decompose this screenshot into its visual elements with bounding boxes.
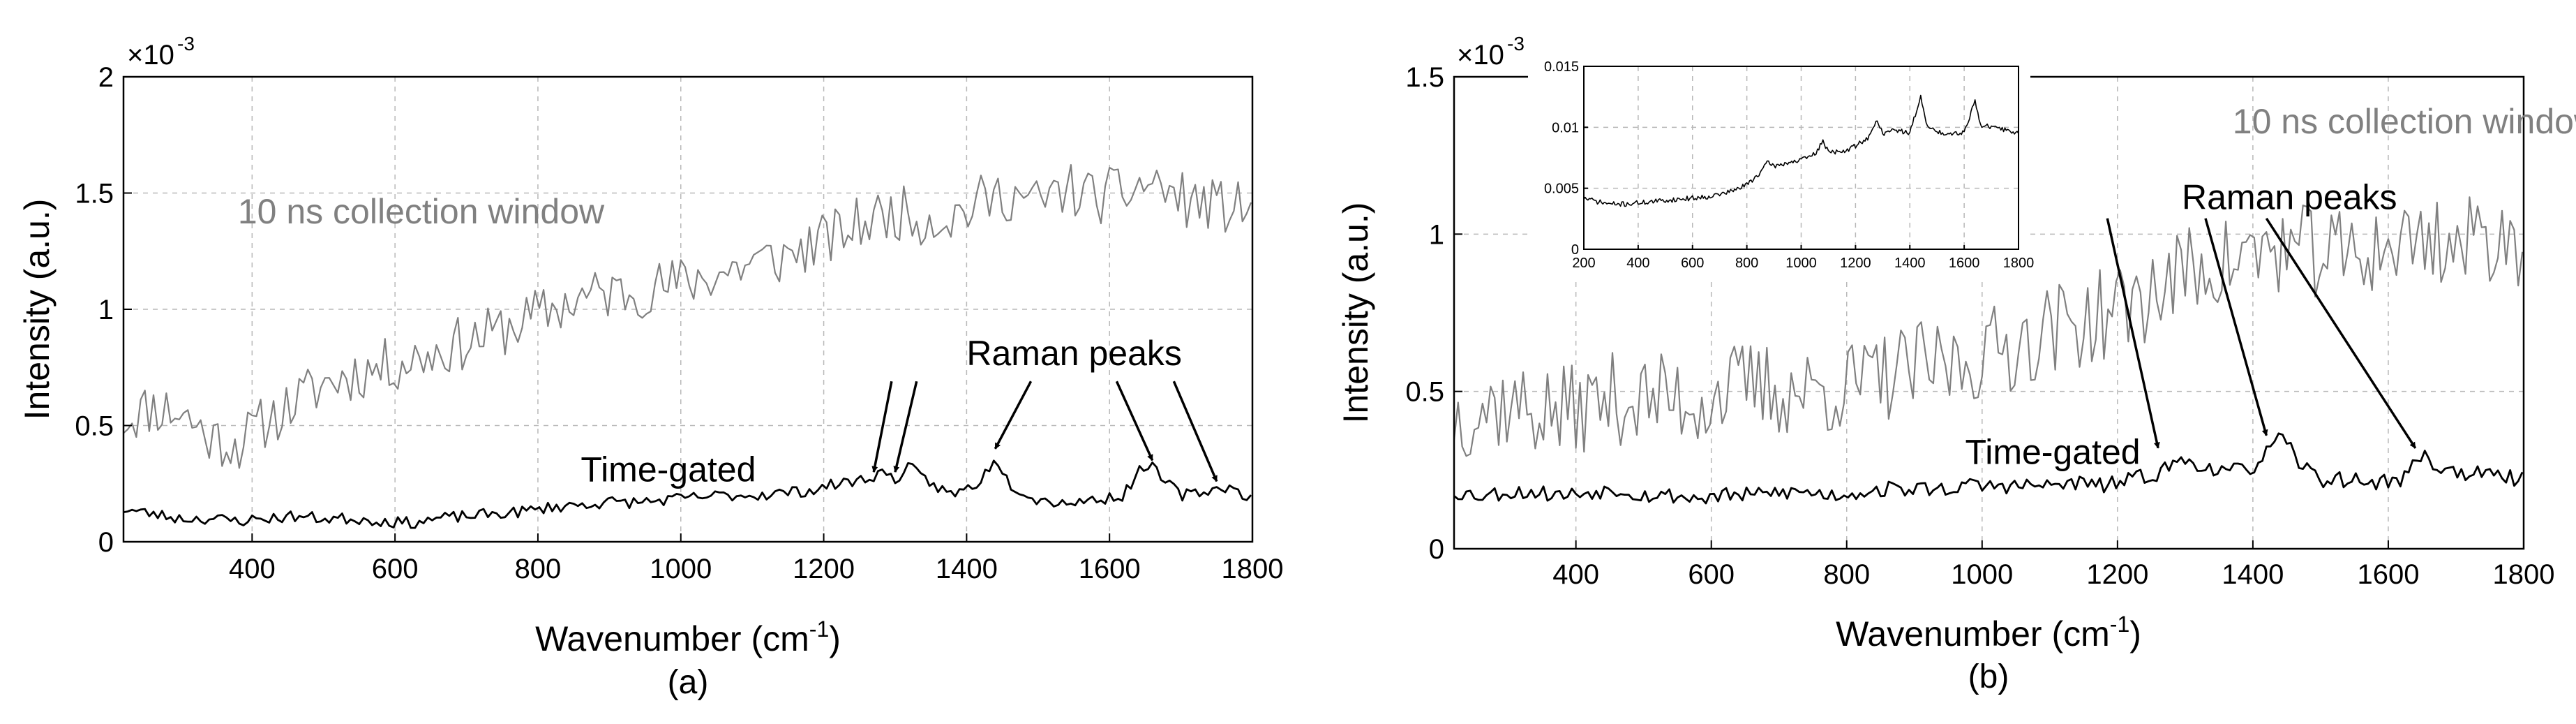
panel-a-xtick-label: 800	[515, 554, 562, 584]
panel-a-peak-arrow	[1172, 381, 1218, 482]
panel-b-xtick-label: 1400	[2222, 559, 2284, 590]
inset-xtick-label: 200	[1572, 256, 1595, 271]
panel-b-xlabel-close: )	[2129, 614, 2141, 653]
panel-a-ytick-label: 0	[98, 527, 114, 558]
panel-a-ytick-label: 2	[98, 62, 114, 93]
inset-ytick-label: 0.01	[1552, 120, 1579, 135]
panel-b-xtick-label: 1600	[2357, 559, 2419, 590]
panel-a-xtick-label: 1000	[650, 554, 712, 584]
panel-a-annotation-label: Raman peaks	[966, 334, 1182, 373]
panel-a-ticks: 400 600 800 1000 1200 1400 1600 1800 0 0.5 1 1.5 2	[75, 62, 1283, 584]
panel-b-xtick-label: 800	[1823, 559, 1870, 590]
panel-b-peak-arrow	[2204, 218, 2268, 436]
panel-a-y-multiplier-base: ×10	[127, 40, 174, 71]
inset-xtick-label: 600	[1681, 256, 1704, 271]
inset-background	[1528, 59, 2030, 281]
inset-series-primary-line	[1583, 94, 2019, 207]
panel-b-ytick-label: 0	[1429, 534, 1444, 565]
inset-ytick-label: 0	[1571, 242, 1579, 258]
panel-a-ytick-label: 1.5	[75, 179, 114, 209]
panel-b-xtick-label: 1000	[1951, 559, 2013, 590]
panel-b-ylabel: Intensity (a.u.)	[1336, 202, 1375, 424]
panel-a-ytick-label: 0.5	[75, 411, 114, 442]
panel-b-annotation-label: 10 ns collection window	[2233, 102, 2576, 141]
panel-a-grid	[123, 77, 1252, 542]
panel-a-ylabel: Intensity (a.u.)	[17, 199, 57, 420]
panel-a-xtick-label: 1800	[1222, 554, 1284, 584]
inset-xtick-label: 800	[1735, 256, 1758, 271]
inset-xtick-label: 1200	[1840, 256, 1871, 271]
panel-a-xtick-label: 1200	[793, 554, 855, 584]
inset-ytick-label: 0.015	[1544, 59, 1579, 75]
panel-a-xtick-label: 400	[229, 554, 276, 584]
panel-a-peak-arrow	[1115, 381, 1154, 461]
panel-b-xtick-label: 600	[1688, 559, 1735, 590]
panel-a-series	[123, 164, 1252, 529]
panel-a-xtick-label: 600	[372, 554, 419, 584]
panel-b-xlabel-sup: -1	[2110, 612, 2129, 637]
panel-a-y-multiplier: ×10 -3	[127, 33, 195, 71]
panel-a-xlabel-main: Wavenumber (cm	[535, 619, 809, 658]
inset-grid	[1584, 66, 2019, 249]
panel-b-annotations: 10 ns collection window Raman peaks Time-g…	[1965, 102, 2576, 471]
panel-a-peak-arrow	[871, 381, 893, 473]
panel-b-y-multiplier-base: ×10	[1457, 40, 1504, 71]
panel-b-y-multiplier-exp: -3	[1507, 33, 1525, 54]
panel-b-peak-arrow	[2106, 218, 2160, 449]
panel-b-xtick-label: 400	[1552, 559, 1599, 590]
panel-a-series-secondary-line	[123, 459, 1252, 529]
panel-b-annotation-label: Raman peaks	[2182, 177, 2397, 216]
panel-b-xlabel: Wavenumber (cm-1)	[1836, 612, 2141, 653]
inset-xtick-label: 1600	[1949, 256, 1980, 271]
panel-b: 400 600 800 1000 1200 1400 1600 1800 0 0.5 1 1.5 10…	[1336, 33, 2576, 695]
panel-b-series-primary-line	[1453, 196, 2524, 457]
panel-a-y-multiplier-exp: -3	[177, 33, 195, 54]
panel-a: 400 600 800 1000 1200 1400 1600 1800 0 0.5 1 1.5 2 1…	[17, 33, 1283, 701]
panel-b-inset: 200 400 600 800 1000 1200 1400 1600 1800 0 0.005 0.…	[1528, 59, 2034, 281]
panel-a-annotation-label: 10 ns collection window	[238, 192, 605, 231]
panel-b-series-secondary-line	[1453, 432, 2524, 505]
panel-a-xtick-label: 1600	[1079, 554, 1141, 584]
panel-a-ytick-label: 1	[98, 295, 114, 325]
panel-a-xlabel-close: )	[829, 619, 841, 658]
panel-a-peak-arrow	[994, 381, 1033, 450]
panel-b-series	[1453, 196, 2524, 505]
panel-b-xtick-label: 1800	[2493, 559, 2555, 590]
panel-b-ytick-label: 1.5	[1405, 62, 1444, 93]
inset-xtick-label: 1000	[1785, 256, 1817, 271]
panel-a-xtick-label: 1400	[936, 554, 998, 584]
inset-ticks: 200 400 600 800 1000 1200 1400 1600 1800 0 0.005 0.…	[1544, 59, 2034, 271]
inset-xtick-label: 1400	[1894, 256, 1926, 271]
inset-ytick-label: 0.005	[1544, 182, 1579, 197]
inset-xtick-label: 400	[1626, 256, 1649, 271]
panel-a-series-primary-line	[123, 164, 1252, 469]
panel-a-xlabel: Wavenumber (cm-1)	[535, 616, 841, 658]
panel-b-y-multiplier: ×10 -3	[1457, 33, 1525, 71]
panel-b-label: (b)	[1968, 658, 2009, 695]
panel-b-xtick-label: 1200	[2086, 559, 2148, 590]
panel-b-ytick-label: 0.5	[1405, 377, 1444, 408]
panel-a-annotations: 10 ns collection window Time-gated Raman p…	[238, 192, 1218, 489]
panel-b-ticks: 400 600 800 1000 1200 1400 1600 1800 0 0.5 1 1.5	[1405, 62, 2554, 590]
panel-a-xlabel-sup: -1	[809, 616, 829, 642]
panel-b-peak-arrow	[2265, 217, 2417, 449]
panel-b-ytick-label: 1	[1429, 219, 1444, 250]
panel-b-annotation-label: Time-gated	[1965, 432, 2141, 471]
panel-a-label: (a)	[668, 664, 709, 701]
panel-b-xlabel-main: Wavenumber (cm	[1836, 614, 2110, 653]
panel-a-annotation-label: Time-gated	[581, 450, 756, 489]
inset-series	[1583, 94, 2019, 207]
panel-a-peak-arrow	[893, 381, 918, 473]
inset-xtick-label: 1800	[2003, 256, 2035, 271]
